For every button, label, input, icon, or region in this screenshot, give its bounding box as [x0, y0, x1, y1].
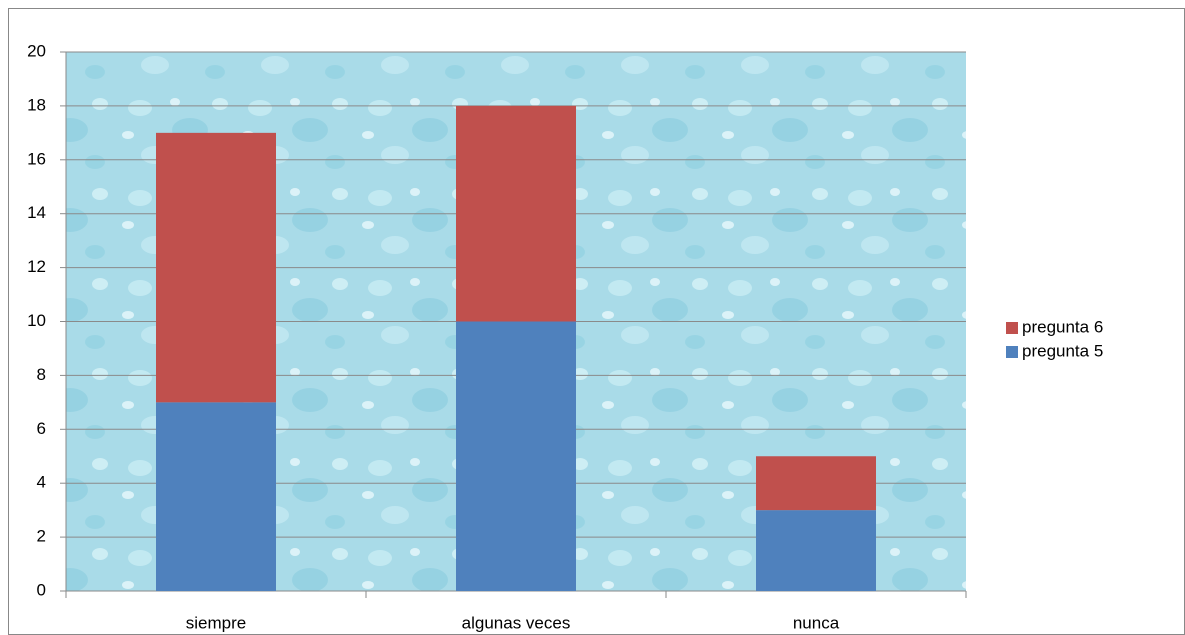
- bar-segment: [756, 510, 876, 591]
- y-tick-label: 2: [37, 527, 46, 546]
- y-tick-label: 4: [37, 473, 46, 492]
- bar-segment: [456, 105, 576, 322]
- legend-swatch: [1006, 346, 1018, 358]
- legend-label: pregunta 5: [1022, 341, 1103, 360]
- x-tick-label: algunas veces: [462, 613, 571, 632]
- y-tick-label: 6: [37, 419, 46, 438]
- y-tick-label: 12: [27, 257, 46, 276]
- bar-segment: [156, 132, 276, 403]
- x-tick-label: nunca: [793, 613, 840, 632]
- y-tick-label: 18: [27, 95, 46, 114]
- x-tick-label: siempre: [186, 613, 246, 632]
- bar-segment: [456, 321, 576, 591]
- y-tick-label: 10: [27, 311, 46, 330]
- y-tick-label: 20: [27, 41, 46, 60]
- bar-segment: [756, 456, 876, 511]
- y-tick-label: 16: [27, 149, 46, 168]
- y-tick-label: 14: [27, 203, 46, 222]
- bar-segment: [156, 402, 276, 591]
- legend-label: pregunta 6: [1022, 317, 1103, 336]
- y-tick-label: 0: [37, 580, 46, 599]
- y-tick-label: 8: [37, 365, 46, 384]
- legend-swatch: [1006, 322, 1018, 334]
